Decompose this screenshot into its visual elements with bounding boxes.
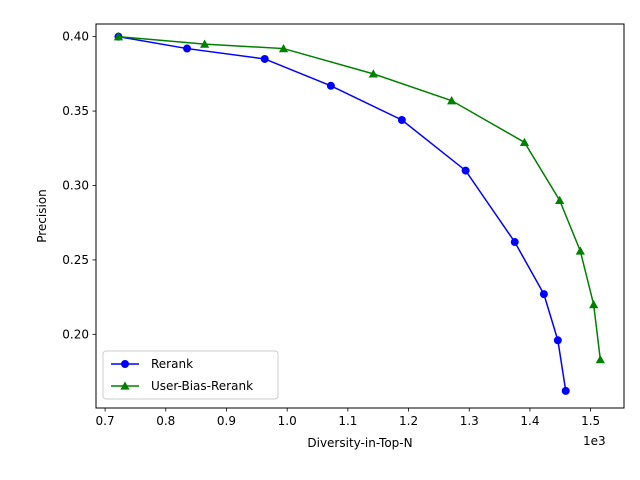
data-point xyxy=(561,386,570,395)
series-line xyxy=(118,35,602,360)
legend-label: User-Bias-Rerank xyxy=(151,379,253,393)
data-point xyxy=(183,44,192,53)
y-tick-label: 0.25 xyxy=(62,253,89,267)
data-point xyxy=(589,299,599,309)
data-point xyxy=(260,54,269,63)
x-tick-label: 0.7 xyxy=(96,414,115,428)
x-axis-offset-label: 1e3 xyxy=(583,434,606,448)
y-tick-label: 0.20 xyxy=(62,327,89,341)
data-point xyxy=(200,39,210,48)
data-point xyxy=(326,81,335,90)
x-tick-label: 1.2 xyxy=(399,414,418,428)
x-tick-label: 1.3 xyxy=(460,414,479,428)
data-point xyxy=(461,166,470,175)
x-tick-label: 1.5 xyxy=(581,414,600,428)
legend-box xyxy=(102,350,279,400)
data-point xyxy=(278,43,289,53)
data-point xyxy=(595,355,605,364)
y-axis-label: Precision xyxy=(35,189,49,243)
plot-frame xyxy=(95,23,625,409)
data-point xyxy=(397,116,406,124)
x-tick-label: 1.0 xyxy=(278,414,297,428)
data-point xyxy=(553,336,562,345)
data-point xyxy=(113,32,124,41)
data-point xyxy=(555,195,565,205)
data-point xyxy=(539,290,548,299)
y-tick-label: 0.40 xyxy=(62,30,89,44)
x-tick-label: 0.9 xyxy=(217,414,236,428)
data-point xyxy=(447,96,457,105)
series-layer xyxy=(113,32,605,395)
y-tick-label: 0.30 xyxy=(62,178,89,192)
legend: Rerank User-Bias-Rerank xyxy=(102,350,279,400)
y-tick-label: 0.35 xyxy=(62,104,89,118)
x-axis: 0.7 0.8 0.9 1.0 1.1 1.2 1.3 1.4 1.5 xyxy=(96,408,600,428)
legend-marker xyxy=(121,360,129,368)
y-axis: 0.20 0.25 0.30 0.35 0.40 xyxy=(62,30,96,341)
x-axis-label: Diversity-in-Top-N xyxy=(307,436,412,450)
data-point xyxy=(575,246,585,255)
x-tick-label: 1.4 xyxy=(520,414,539,428)
x-tick-label: 0.8 xyxy=(156,414,175,428)
data-point xyxy=(519,137,530,147)
legend-marker xyxy=(120,381,130,390)
data-point xyxy=(510,238,519,247)
series-line xyxy=(118,35,567,391)
x-tick-label: 1.1 xyxy=(338,414,357,428)
series-user-bias-rerank xyxy=(113,32,605,364)
data-point xyxy=(368,69,378,78)
legend-label: Rerank xyxy=(151,357,193,371)
